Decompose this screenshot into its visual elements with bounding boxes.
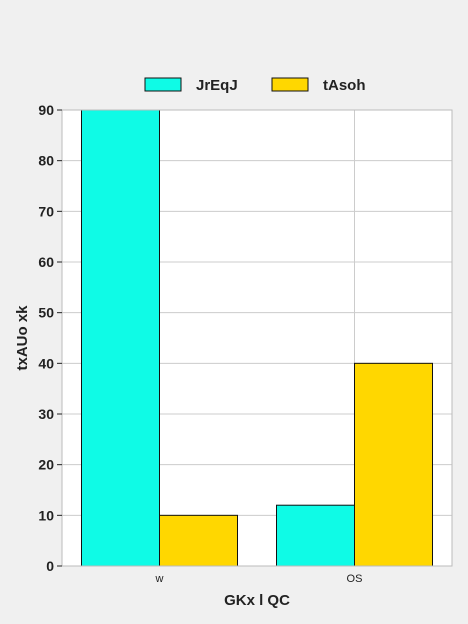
x-axis-ticks: w OS	[155, 573, 363, 585]
y-tick-label: 30	[38, 406, 54, 422]
y-axis-title: txAUo xk	[14, 305, 31, 371]
legend-swatch-tAsoh	[271, 77, 309, 92]
y-tick-label: 80	[38, 153, 54, 169]
bars	[81, 109, 433, 567]
y-axis-ticks: 0 10 20 30 40 50 60 70 80 90	[38, 102, 62, 574]
y-tick-label: 10	[38, 507, 54, 523]
legend-label-tAsoh: tAsoh	[323, 77, 366, 94]
y-tick-label: 50	[38, 305, 54, 321]
x-axis-title: GKx l QC	[224, 592, 290, 609]
y-tick-label: 70	[38, 203, 54, 219]
bar-JrEqJ-OS	[276, 504, 355, 567]
plot-frame	[61, 109, 453, 567]
bar-tAsoh-OS	[354, 362, 433, 567]
legend-swatch-JrEqJ	[144, 77, 182, 92]
y-tick-label: 90	[38, 102, 54, 118]
bar-JrEqJ-w	[81, 109, 160, 567]
y-tick-label: 20	[38, 457, 54, 473]
x-tick-label: w	[155, 573, 164, 585]
bar-tAsoh-w	[159, 514, 238, 567]
y-tick-label: 60	[38, 254, 54, 270]
y-tick-label: 0	[46, 558, 54, 574]
legend-label-JrEqJ: JrEqJ	[196, 77, 238, 94]
y-tick-label: 40	[38, 355, 54, 371]
x-tick-label: OS	[347, 573, 363, 585]
legend: JrEqJ tAsoh	[144, 77, 366, 94]
